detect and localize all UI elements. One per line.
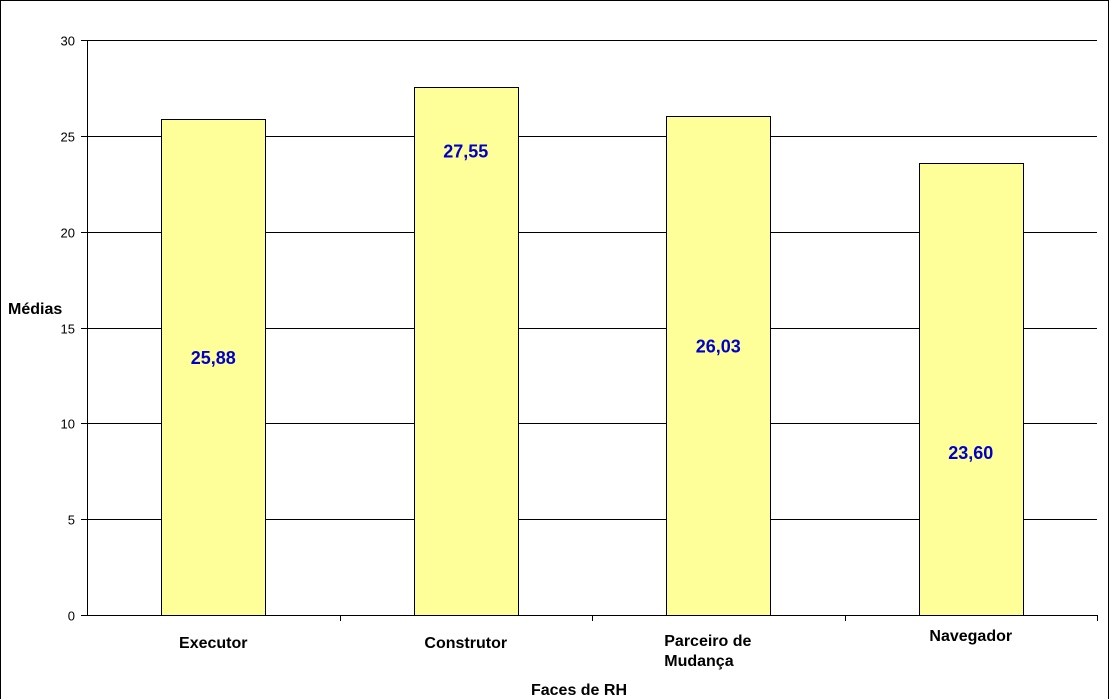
y-tick-label: 25 <box>61 130 75 145</box>
data-label-3: 23,60 <box>948 443 993 463</box>
y-tick-label: 20 <box>61 226 75 241</box>
x-category-label-1-0: Construtor <box>424 635 507 652</box>
y-tick-label: 10 <box>61 417 75 432</box>
bar-1 <box>414 87 519 616</box>
bar-2 <box>666 116 771 616</box>
data-label-1: 27,55 <box>443 141 488 161</box>
x-category-label-2-0: Parceiro de <box>664 633 751 650</box>
y-tick-label: 0 <box>68 609 75 624</box>
x-category-label-3-0: Navegador <box>929 628 1012 645</box>
bars: 25,88 27,55 26,03 23,60 <box>161 87 1024 616</box>
y-tick-label: 15 <box>61 322 75 337</box>
x-category-label-2-1: Mudança <box>664 653 733 670</box>
bar-3 <box>919 163 1024 616</box>
data-label-2: 26,03 <box>696 337 741 357</box>
x-category-label-0-0: Executor <box>179 635 247 652</box>
y-axis-title: Médias <box>8 301 62 318</box>
x-axis-title: Faces de RH <box>531 682 627 699</box>
axes: 0 5 10 15 20 25 30 Executor Construtor Parceiro d… <box>61 34 1098 670</box>
y-tick-label: 5 <box>68 513 75 528</box>
data-label-0: 25,88 <box>191 348 236 368</box>
y-tick-label: 30 <box>61 34 75 49</box>
